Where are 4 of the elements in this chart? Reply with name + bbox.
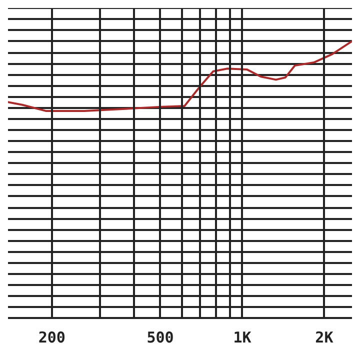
x-tick-label: 2K bbox=[315, 328, 334, 346]
x-tick-label: 1K bbox=[233, 328, 252, 346]
x-tick-label: 500 bbox=[146, 328, 174, 346]
x-tick-label: 200 bbox=[38, 328, 66, 346]
